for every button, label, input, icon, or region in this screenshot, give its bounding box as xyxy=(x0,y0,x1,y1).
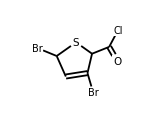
Text: S: S xyxy=(73,38,79,48)
Text: Br: Br xyxy=(88,88,99,98)
Text: Cl: Cl xyxy=(114,26,123,35)
Text: O: O xyxy=(113,56,121,66)
Text: Br: Br xyxy=(32,44,43,54)
